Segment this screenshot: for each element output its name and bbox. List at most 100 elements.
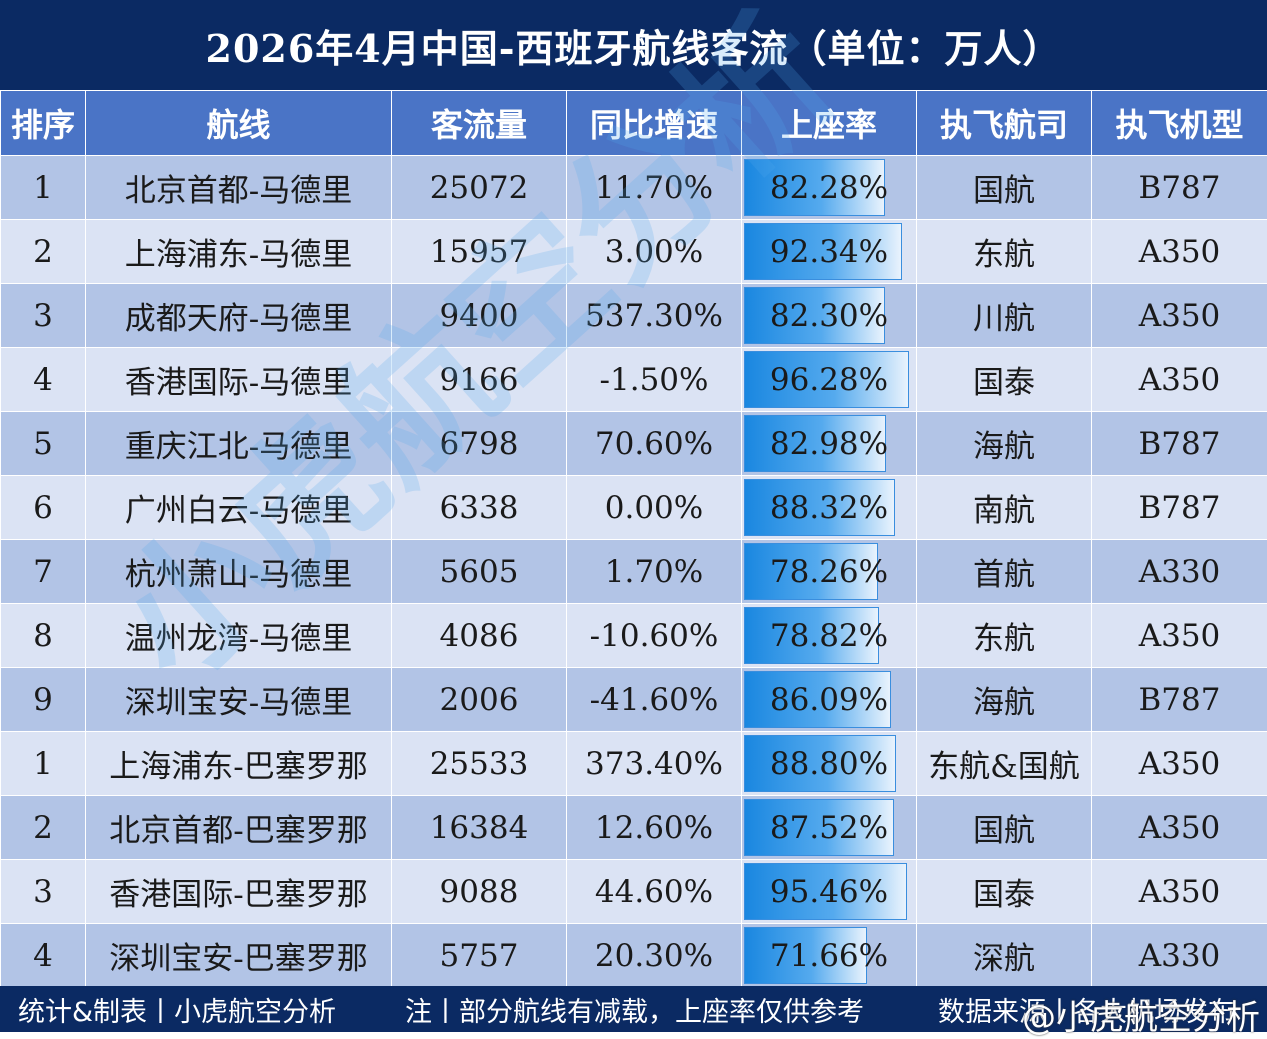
airline-cell: 川航 bbox=[917, 284, 1092, 348]
load-factor-text: 95.46% bbox=[770, 874, 888, 910]
yoy-cell: 12.60% bbox=[567, 796, 742, 860]
traffic-cell: 9088 bbox=[392, 860, 567, 924]
traffic-cell: 9166 bbox=[392, 348, 567, 412]
load-cell: 95.46% bbox=[742, 860, 917, 924]
column-header-load[interactable]: 上座率 bbox=[742, 91, 917, 156]
rank-cell: 3 bbox=[1, 284, 86, 348]
load-cell: 96.28% bbox=[742, 348, 917, 412]
aircraft-cell: A330 bbox=[1092, 540, 1267, 604]
aircraft-cell: A350 bbox=[1092, 348, 1267, 412]
aircraft-cell: B787 bbox=[1092, 412, 1267, 476]
aircraft-cell: A350 bbox=[1092, 220, 1267, 284]
load-cell: 71.66% bbox=[742, 924, 917, 988]
rank-cell: 7 bbox=[1, 540, 86, 604]
traffic-cell: 15957 bbox=[392, 220, 567, 284]
traffic-cell: 6798 bbox=[392, 412, 567, 476]
aircraft-cell: B787 bbox=[1092, 668, 1267, 732]
airline-cell: 东航 bbox=[917, 604, 1092, 668]
load-cell: 82.98% bbox=[742, 412, 917, 476]
route-cell: 北京首都-马德里 bbox=[86, 156, 392, 220]
load-factor-text: 87.52% bbox=[770, 810, 888, 846]
load-cell: 92.34% bbox=[742, 220, 917, 284]
yoy-cell: -10.60% bbox=[567, 604, 742, 668]
column-header-airline[interactable]: 执飞航司 bbox=[917, 91, 1092, 156]
rank-cell: 4 bbox=[1, 924, 86, 988]
column-header-rank[interactable]: 排序 bbox=[1, 91, 86, 156]
yoy-cell: 3.00% bbox=[567, 220, 742, 284]
yoy-cell: 11.70% bbox=[567, 156, 742, 220]
route-cell: 温州龙湾-马德里 bbox=[86, 604, 392, 668]
load-cell: 82.30% bbox=[742, 284, 917, 348]
yoy-cell: -1.50% bbox=[567, 348, 742, 412]
aircraft-cell: B787 bbox=[1092, 476, 1267, 540]
rank-cell: 3 bbox=[1, 860, 86, 924]
footer-credit: 统计&制表丨小虎航空分析 bbox=[18, 990, 336, 1029]
yoy-cell: 44.60% bbox=[567, 860, 742, 924]
route-cell: 重庆江北-马德里 bbox=[86, 412, 392, 476]
load-factor-text: 88.32% bbox=[770, 490, 888, 526]
load-cell: 87.52% bbox=[742, 796, 917, 860]
load-factor-text: 71.66% bbox=[770, 938, 888, 974]
airline-cell: 国泰 bbox=[917, 860, 1092, 924]
aircraft-cell: A350 bbox=[1092, 860, 1267, 924]
route-cell: 广州白云-马德里 bbox=[86, 476, 392, 540]
column-header-traffic[interactable]: 客流量 bbox=[392, 91, 567, 156]
rank-cell: 9 bbox=[1, 668, 86, 732]
column-header-yoy[interactable]: 同比增速 bbox=[567, 91, 742, 156]
load-factor-text: 96.28% bbox=[770, 362, 888, 398]
rank-cell: 2 bbox=[1, 796, 86, 860]
load-factor-text: 88.80% bbox=[770, 746, 888, 782]
column-header-route[interactable]: 航线 bbox=[86, 91, 392, 156]
traffic-cell: 9400 bbox=[392, 284, 567, 348]
traffic-cell: 16384 bbox=[392, 796, 567, 860]
traffic-cell: 25072 bbox=[392, 156, 567, 220]
aircraft-cell: A350 bbox=[1092, 284, 1267, 348]
aircraft-cell: A350 bbox=[1092, 796, 1267, 860]
airline-cell: 南航 bbox=[917, 476, 1092, 540]
aircraft-cell: B787 bbox=[1092, 156, 1267, 220]
traffic-cell: 5757 bbox=[392, 924, 567, 988]
traffic-cell: 25533 bbox=[392, 732, 567, 796]
yoy-cell: 1.70% bbox=[567, 540, 742, 604]
load-factor-text: 92.34% bbox=[770, 234, 888, 270]
yoy-cell: 70.60% bbox=[567, 412, 742, 476]
column-header-aircraft[interactable]: 执飞机型 bbox=[1092, 91, 1267, 156]
aircraft-cell: A350 bbox=[1092, 604, 1267, 668]
route-cell: 成都天府-马德里 bbox=[86, 284, 392, 348]
load-factor-text: 82.98% bbox=[770, 426, 888, 462]
rank-cell: 1 bbox=[1, 156, 86, 220]
traffic-cell: 5605 bbox=[392, 540, 567, 604]
load-factor-text: 82.30% bbox=[770, 298, 888, 334]
rank-cell: 4 bbox=[1, 348, 86, 412]
load-factor-text: 86.09% bbox=[770, 682, 888, 718]
yoy-cell: 0.00% bbox=[567, 476, 742, 540]
table-header-row: 排序 航线 客流量 同比增速 上座率 执飞航司 执飞机型 bbox=[1, 91, 1267, 156]
airline-cell: 东航 bbox=[917, 220, 1092, 284]
rank-cell: 6 bbox=[1, 476, 86, 540]
airline-cell: 国泰 bbox=[917, 348, 1092, 412]
airline-cell: 海航 bbox=[917, 412, 1092, 476]
yoy-cell: 537.30% bbox=[567, 284, 742, 348]
load-factor-text: 78.26% bbox=[770, 554, 888, 590]
route-cell: 深圳宝安-巴塞罗那 bbox=[86, 924, 392, 988]
load-cell: 88.32% bbox=[742, 476, 917, 540]
traffic-cell: 4086 bbox=[392, 604, 567, 668]
traffic-cell: 6338 bbox=[392, 476, 567, 540]
route-cell: 杭州萧山-马德里 bbox=[86, 540, 392, 604]
airline-cell: 国航 bbox=[917, 156, 1092, 220]
page-title: 2026年4月中国-西班牙航线客流（单位：万人） bbox=[0, 0, 1267, 90]
